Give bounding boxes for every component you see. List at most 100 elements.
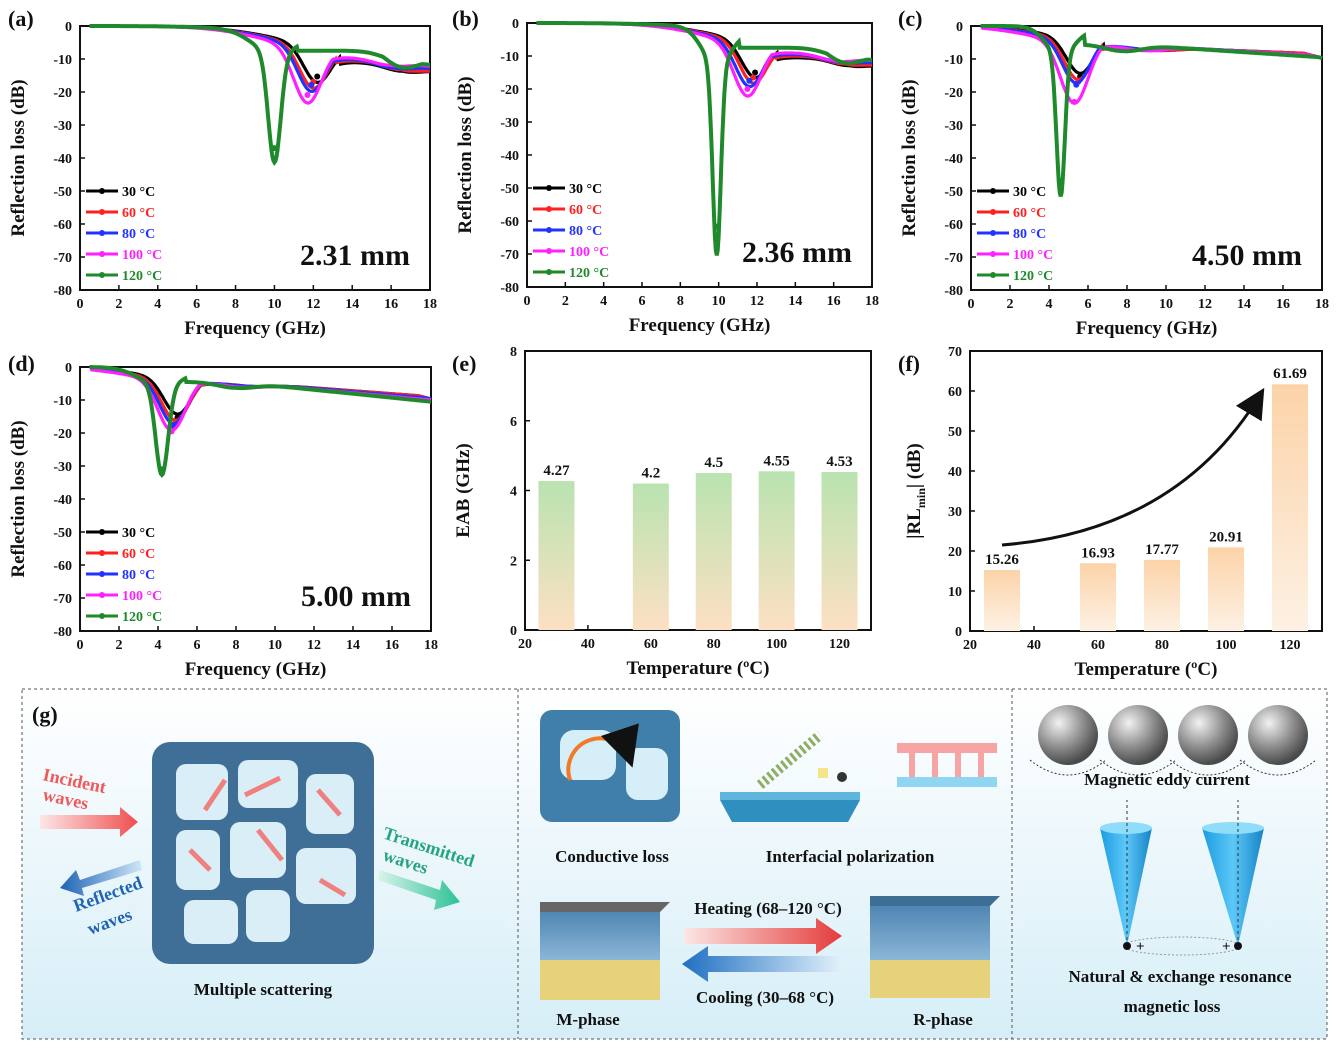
interfacial-layer-illustration — [720, 731, 997, 822]
x-tick-label: 16 — [385, 638, 399, 653]
x-tick-label: 10 — [712, 294, 726, 309]
legend-marker — [546, 269, 552, 275]
y-tick-label: -20 — [500, 83, 519, 98]
x-axis-label: Frequency (GHz) — [1076, 318, 1218, 339]
y-tick-label: 6 — [510, 415, 517, 430]
series-minimum-point — [1071, 98, 1078, 105]
y-tick-label: 50 — [948, 425, 962, 440]
x-tick-label: 6 — [639, 294, 646, 309]
y-tick-label: -30 — [500, 116, 519, 131]
y-tick-label: -20 — [53, 427, 72, 442]
y-axis-label: Reflection loss (dB) — [455, 76, 476, 233]
chart-panel-1: (b) 0 2 4 6 8 10 12 14 16 18 0 -10 -20 -30 -40 -50 -60 -70… — [452, 6, 879, 336]
y-tick-label: 20 — [948, 545, 962, 560]
bar — [1272, 384, 1308, 631]
x-tick-label: 14 — [788, 294, 802, 309]
porous-network-illustration — [152, 742, 374, 964]
y-tick-label: 4 — [510, 485, 517, 500]
legend-marker — [546, 248, 552, 254]
x-tick-label: 100 — [1216, 638, 1237, 653]
y-tick-label: -50 — [53, 526, 72, 541]
x-tick-label: 18 — [423, 297, 437, 312]
y-tick-label: -40 — [53, 493, 72, 508]
x-tick-label: 10 — [268, 638, 282, 653]
legend-marker — [99, 230, 105, 236]
series-minimum-point — [271, 145, 278, 152]
x-tick-label: 100 — [766, 637, 787, 652]
legend-marker — [99, 529, 105, 535]
x-tick-label: 120 — [829, 637, 850, 652]
bar — [821, 472, 858, 630]
x-tick-label: 120 — [1280, 638, 1301, 653]
panel-label: (c) — [898, 6, 922, 31]
bar-value-label: 61.69 — [1273, 366, 1307, 382]
legend-marker — [990, 209, 996, 215]
bar — [1080, 563, 1116, 631]
reflected-arrow — [60, 860, 142, 896]
legend-label: 30 °C — [122, 185, 155, 200]
cooling-label: Cooling (30–68 °C) — [696, 988, 834, 1007]
series-line — [89, 24, 431, 166]
y-tick-label: 0 — [65, 20, 72, 35]
y-tick-label: -70 — [53, 592, 72, 607]
panel-label: (d) — [8, 351, 35, 376]
legend-marker — [990, 251, 996, 257]
y-tick-label: -40 — [500, 149, 519, 164]
conductive-network-illustration — [540, 710, 680, 822]
legend-label: 30 °C — [1013, 185, 1046, 200]
legend-label: 30 °C — [569, 182, 602, 197]
y-tick-label: -40 — [53, 152, 72, 167]
legend-label: 60 °C — [1013, 206, 1046, 221]
bar — [632, 483, 669, 630]
series-minimum-point — [1057, 178, 1064, 185]
chart-panel-4: (e) 20 40 60 80 100 120 0 2 4 6 8 Temperature (ºC) EA… — [452, 345, 872, 679]
magnetic-eddy-caption: Magnetic eddy current — [1084, 770, 1250, 789]
cooling-arrow — [682, 946, 842, 982]
legend-label: 120 °C — [122, 610, 162, 625]
legend-marker — [99, 272, 105, 278]
legend-label: 100 °C — [569, 245, 609, 260]
chart-panel-3: (d) 0 2 4 6 8 10 12 14 16 18 0 -10 -20 -30 -40 -50 -60 -70… — [8, 351, 438, 680]
y-tick-label: -60 — [53, 218, 72, 233]
y-tick-label: 0 — [955, 625, 962, 640]
x-tick-label: 18 — [1315, 297, 1329, 312]
magnetic-spheres — [1029, 705, 1317, 776]
thickness-annotation: 4.50 mm — [1192, 239, 1302, 272]
x-tick-label: 2 — [1007, 297, 1014, 312]
conductive-loss-caption: Conductive loss — [555, 847, 669, 866]
y-tick-label: 8 — [510, 345, 517, 360]
y-tick-label: -80 — [53, 625, 72, 640]
y-tick-label: -80 — [944, 284, 963, 299]
legend-label: 80 °C — [122, 568, 155, 583]
x-axis-label: Temperature (ºC) — [1075, 659, 1218, 680]
x-tick-label: 12 — [1198, 297, 1212, 312]
y-tick-label: -10 — [53, 394, 72, 409]
bar — [695, 473, 732, 630]
bar — [1208, 547, 1244, 631]
legend-marker — [99, 251, 105, 257]
y-axis-label: Reflection loss (dB) — [8, 420, 29, 577]
bar-value-label: 15.26 — [985, 552, 1019, 568]
y-tick-label: 2 — [510, 554, 517, 569]
series-minimum-point — [314, 73, 321, 80]
legend-marker — [99, 188, 105, 194]
y-tick-label: -60 — [944, 218, 963, 233]
y-axis-label: Reflection loss (dB) — [899, 79, 920, 236]
bar — [984, 569, 1020, 631]
y-tick-label: -70 — [944, 251, 963, 266]
series-minimum-point — [158, 466, 165, 473]
r-phase-block — [870, 896, 1000, 998]
panel-label: (f) — [898, 351, 920, 376]
y-tick-label: 10 — [948, 585, 962, 600]
x-tick-label: 0 — [524, 294, 531, 309]
heating-label: Heating (68–120 °C) — [694, 899, 842, 918]
series-line — [89, 365, 432, 416]
series-minimum-point — [308, 81, 315, 88]
y-tick-label: -80 — [53, 284, 72, 299]
x-tick-label: 16 — [827, 294, 841, 309]
series-minimum-point — [304, 91, 311, 98]
legend-label: 30 °C — [122, 526, 155, 541]
x-tick-label: 18 — [424, 638, 438, 653]
thickness-annotation: 2.36 mm — [742, 236, 852, 269]
x-tick-label: 12 — [307, 638, 321, 653]
